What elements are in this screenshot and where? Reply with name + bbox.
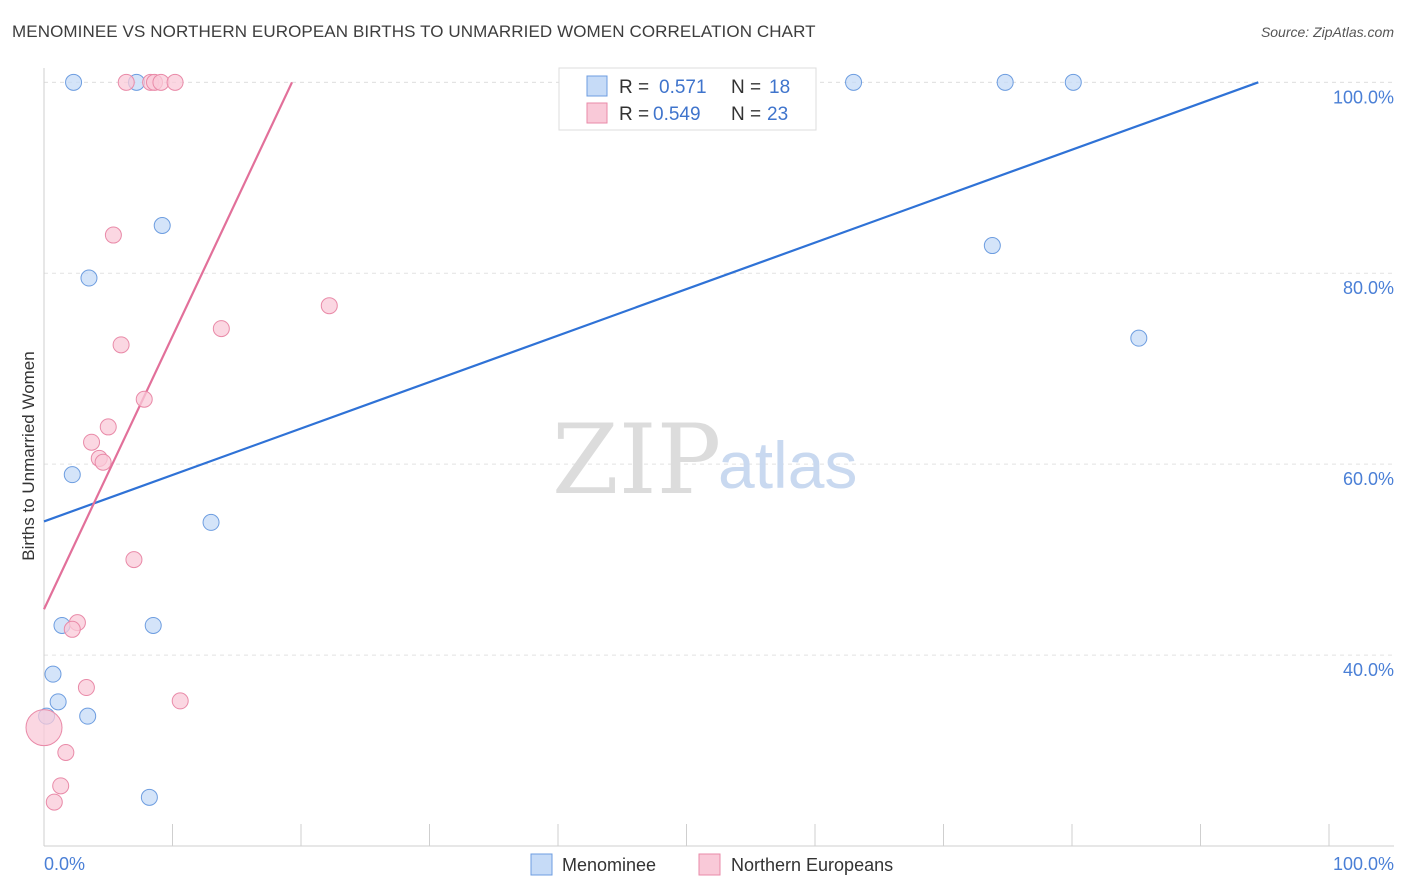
- x-tick-label-max: 100.0%: [1333, 854, 1394, 874]
- point-menominee: [63, 466, 81, 484]
- point-menominee: [153, 217, 171, 235]
- source-label: Source: ZipAtlas.com: [1260, 24, 1394, 40]
- point-northern-europeans: [77, 679, 95, 697]
- bottom-legend-swatch-northern-europeans: [698, 853, 721, 876]
- point-menominee: [996, 73, 1014, 91]
- bottom-legend-swatch-menominee: [530, 853, 553, 876]
- point-menominee: [80, 269, 98, 287]
- bottom-legend-label-northern-europeans: Northern Europeans: [731, 855, 893, 875]
- point-northern-europeans: [135, 390, 153, 408]
- watermark: ZIP atlas: [552, 404, 857, 516]
- point-northern-europeans: [171, 692, 189, 710]
- point-northern-europeans: [125, 551, 143, 569]
- gridlines: [44, 81, 1394, 656]
- point-menominee: [1064, 73, 1082, 91]
- point-northern-europeans: [117, 73, 135, 91]
- x-tick-label-min: 0.0%: [44, 854, 85, 874]
- trend-lines: [43, 81, 1259, 610]
- watermark-zip: ZIP: [552, 404, 721, 516]
- point-menominee: [983, 237, 1001, 255]
- point-northern-europeans: [63, 620, 81, 638]
- legend-n-label-2: N =: [731, 104, 761, 125]
- point-northern-europeans: [112, 336, 130, 354]
- point-menominee: [1130, 329, 1148, 347]
- point-menominee: [65, 73, 83, 91]
- point-northern-europeans: [45, 793, 63, 811]
- legend-r-value-menominee: 0.571: [659, 77, 707, 98]
- legend-r-label-1: R =: [619, 77, 649, 98]
- point-northern-europeans: [166, 73, 184, 91]
- bottom-legend-label-menominee: Menominee: [562, 855, 656, 875]
- y-tick-label: 60.0%: [1343, 469, 1394, 489]
- legend-swatch-northern-europeans: [586, 102, 608, 124]
- trend-line-menominee: [43, 81, 1259, 523]
- point-northern-europeans: [52, 777, 70, 795]
- point-menominee: [144, 616, 162, 634]
- y-tick-label: 40.0%: [1343, 660, 1394, 680]
- point-menominee: [202, 513, 220, 531]
- y-tick-label: 100.0%: [1333, 87, 1394, 107]
- point-northern-europeans: [104, 226, 122, 244]
- y-tick-label: 80.0%: [1343, 278, 1394, 298]
- point-northern-europeans: [320, 297, 338, 315]
- point-menominee: [44, 665, 62, 683]
- legend-r-label-2: R =: [619, 104, 649, 125]
- point-menominee: [845, 73, 863, 91]
- point-northern-europeans: [25, 709, 63, 747]
- y-axis-title: Births to Unmarried Women: [19, 351, 38, 560]
- point-menominee: [140, 788, 158, 806]
- stats-legend: R = 0.571 N = 18 R = 0.549 N = 23: [558, 67, 817, 131]
- point-northern-europeans: [212, 320, 230, 338]
- point-northern-europeans: [83, 433, 101, 451]
- legend-n-value-menominee: 18: [769, 77, 790, 98]
- data-points: [25, 73, 1148, 811]
- point-northern-europeans: [99, 418, 117, 436]
- watermark-atlas: atlas: [718, 428, 857, 502]
- point-menominee: [49, 693, 67, 711]
- legend-swatch-menominee: [586, 75, 608, 97]
- point-northern-europeans: [94, 453, 112, 471]
- y-tick-labels: 40.0% 60.0% 80.0% 100.0%: [1333, 87, 1394, 680]
- chart-title: MENOMINEE VS NORTHERN EUROPEAN BIRTHS TO…: [12, 22, 816, 41]
- series-legend: Menominee Northern Europeans: [530, 853, 893, 876]
- point-northern-europeans: [57, 743, 75, 761]
- legend-n-label-1: N =: [731, 77, 761, 98]
- point-menominee: [79, 707, 97, 725]
- legend-r-value-northern-europeans: 0.549: [653, 104, 701, 125]
- legend-n-value-northern-europeans: 23: [767, 104, 788, 125]
- trend-line-northern-europeans: [43, 81, 294, 610]
- x-ticks: [172, 824, 1330, 846]
- point-northern-europeans: [152, 73, 170, 91]
